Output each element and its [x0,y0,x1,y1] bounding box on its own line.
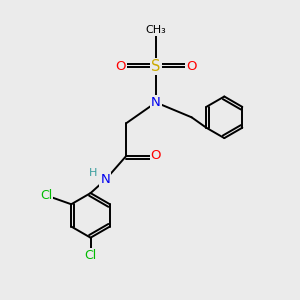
Text: N: N [151,96,161,109]
Text: H: H [89,168,97,178]
Text: O: O [186,60,197,73]
Text: O: O [115,60,125,73]
Text: S: S [151,59,160,74]
Text: O: O [151,149,161,162]
Text: Cl: Cl [84,249,97,262]
Text: N: N [100,173,110,186]
Text: Cl: Cl [40,189,52,202]
Text: CH₃: CH₃ [146,25,166,34]
